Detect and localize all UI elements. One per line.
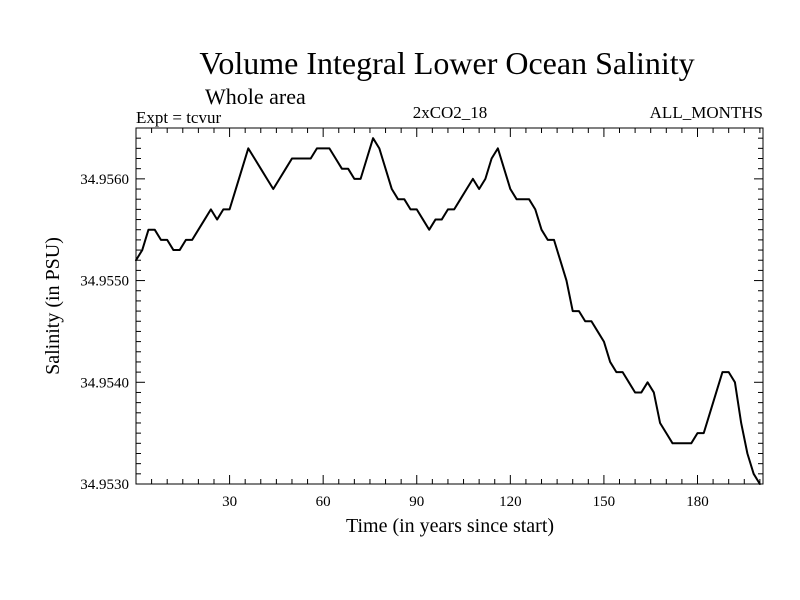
x-axis-ticks bbox=[151, 128, 761, 484]
x-tick-label: 120 bbox=[499, 494, 522, 510]
x-axis-label: Time (in years since start) bbox=[346, 515, 554, 537]
salinity-series-line bbox=[135, 137, 761, 485]
y-axis-ticks bbox=[136, 137, 763, 475]
y-tick-label: 34.9530 bbox=[80, 477, 129, 493]
x-tick-label: 30 bbox=[222, 494, 237, 510]
months-label: ALL_MONTHS bbox=[650, 103, 763, 122]
chart-title: Volume Integral Lower Ocean Salinity bbox=[199, 45, 694, 81]
chart-subtitle: Whole area bbox=[205, 84, 306, 109]
y-axis-tick-labels: 34.9530 34.9540 34.9550 34.9560 bbox=[80, 172, 129, 493]
x-tick-label: 180 bbox=[686, 494, 709, 510]
x-axis-tick-labels: 30 60 90 120 150 180 bbox=[222, 494, 709, 510]
plot-frame bbox=[135, 127, 764, 485]
run-label: 2xCO2_18 bbox=[413, 103, 488, 122]
x-tick-label: 150 bbox=[593, 494, 616, 510]
x-tick-label: 90 bbox=[409, 494, 424, 510]
y-tick-label: 34.9560 bbox=[80, 172, 129, 188]
x-tick-label: 60 bbox=[316, 494, 331, 510]
y-axis-label: Salinity (in PSU) bbox=[42, 237, 64, 375]
y-tick-label: 34.9540 bbox=[80, 375, 129, 391]
y-tick-label: 34.9550 bbox=[80, 274, 129, 290]
experiment-label: Expt = tcvur bbox=[136, 108, 221, 127]
